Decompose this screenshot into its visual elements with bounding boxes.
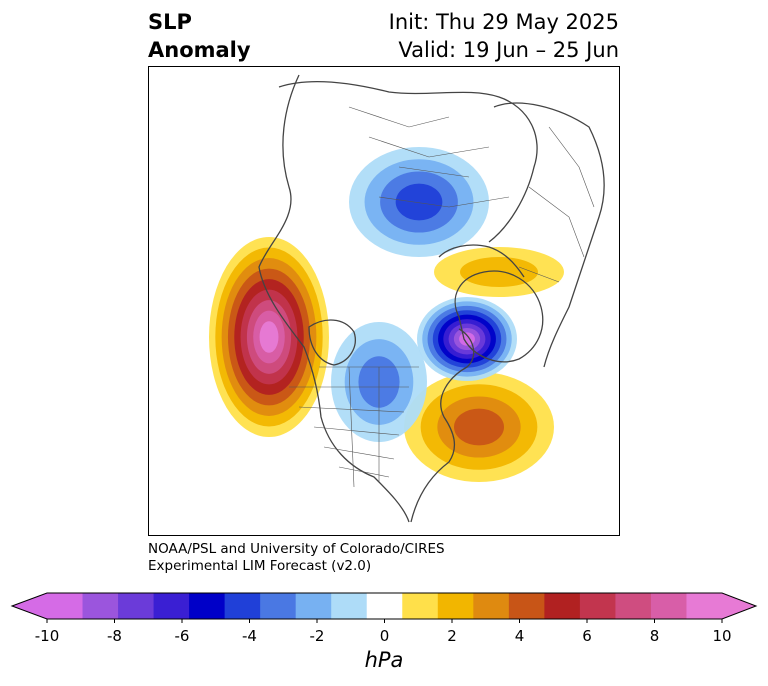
colorbar-segment — [544, 593, 581, 619]
colorbar-segment — [508, 593, 545, 619]
colorbar-segment — [260, 593, 297, 619]
anomaly-contour — [259, 321, 279, 353]
hudson-bay-coast — [308, 319, 356, 366]
credit-line2: Experimental LIM Forecast (v2.0) — [148, 558, 372, 574]
east-asia-coast — [493, 102, 605, 368]
eurasia-coast — [278, 80, 538, 243]
colorbar-segment — [366, 593, 403, 619]
north-america-coast — [258, 74, 410, 523]
plot-title-dates: Init: Thu 29 May 2025 Valid: 19 Jun – 25… — [389, 8, 619, 64]
canada-province-lines — [319, 366, 419, 488]
colorbar-segment — [189, 593, 226, 619]
title-variable-line1: SLP — [148, 10, 192, 34]
colorbar-tick-label: 8 — [649, 627, 660, 645]
country-borders — [289, 106, 595, 488]
colorbar-segment — [402, 593, 439, 619]
colorbar-tick-label: 4 — [514, 627, 525, 645]
colorbar-segment — [650, 593, 687, 619]
colorbar-tick-label: -10 — [34, 627, 60, 645]
title-init-date: Init: Thu 29 May 2025 — [388, 10, 619, 34]
north-america-east-coast — [410, 328, 475, 523]
colorbar-segment — [82, 593, 119, 619]
colorbar-segment — [224, 593, 261, 619]
asia-country-lines — [518, 126, 595, 283]
map-panel — [148, 66, 620, 536]
colorbar-segment — [579, 593, 616, 619]
anomaly-contour — [454, 408, 504, 446]
credit-text: NOAA/PSL and University of Colorado/CIRE… — [148, 541, 445, 575]
colorbar-tick-label: 10 — [712, 627, 732, 645]
colorbar-tick-label: -6 — [174, 627, 190, 645]
colorbar-tick-label: -8 — [107, 627, 122, 645]
colorbar-segment — [331, 593, 368, 619]
title-variable-line2: Anomaly — [148, 38, 251, 62]
eurasia-country-lines — [348, 106, 510, 208]
colorbar-segment — [47, 593, 84, 619]
plot-title-variable: SLP Anomaly — [148, 8, 251, 64]
colorbar-segment — [153, 593, 190, 619]
greenland-coast — [454, 270, 544, 363]
colorbar-segment — [615, 593, 652, 619]
colorbar-segment — [686, 593, 723, 619]
land-outlines — [258, 74, 605, 523]
us-state-lines — [289, 386, 409, 478]
scandinavia-coast — [438, 244, 525, 278]
anomaly-shading — [209, 147, 564, 482]
colorbar-tick-label: 0 — [379, 627, 390, 645]
credit-line1: NOAA/PSL and University of Colorado/CIRE… — [148, 541, 445, 557]
colorbar-segment — [295, 593, 332, 619]
colorbar-tick-label: 6 — [582, 627, 592, 645]
colorbar-tick-label: -4 — [242, 627, 257, 645]
colorbar-segment — [118, 593, 155, 619]
colorbar-tick-label: 2 — [447, 627, 457, 645]
colorbar — [10, 592, 758, 623]
colorbar-extend-min — [12, 593, 47, 619]
title-valid-range: Valid: 19 Jun – 25 Jun — [398, 38, 619, 62]
anomaly-contour — [395, 183, 443, 221]
colorbar-units-label: hPa — [364, 648, 404, 672]
colorbar-segment — [473, 593, 510, 619]
anomaly-map — [209, 74, 605, 523]
colorbar-tick-label: -2 — [309, 627, 325, 645]
colorbar-segment — [437, 593, 474, 619]
anomaly-contour — [460, 257, 538, 287]
colorbar-extend-max — [722, 593, 756, 619]
